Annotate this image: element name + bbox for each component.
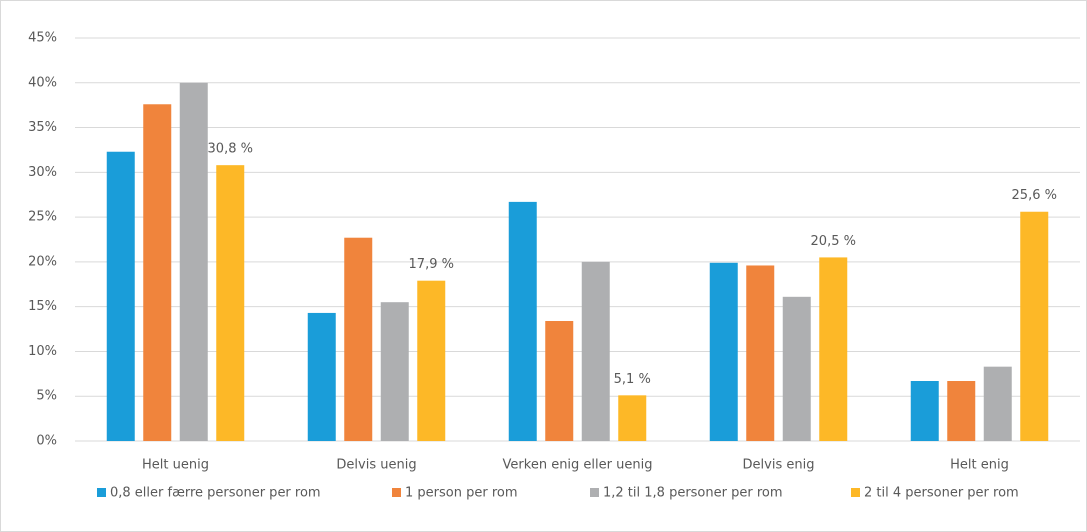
bar bbox=[216, 165, 245, 441]
bar bbox=[910, 380, 939, 441]
legend-label: 1,2 til 1,8 personer per rom bbox=[603, 486, 783, 501]
bar bbox=[1020, 211, 1049, 441]
x-tick-label: Delvis uenig bbox=[336, 458, 416, 473]
legend-swatch bbox=[590, 488, 599, 497]
bar bbox=[545, 320, 574, 441]
bar bbox=[380, 302, 409, 441]
bar bbox=[106, 151, 135, 442]
x-tick-label: Verken enig eller uenig bbox=[503, 458, 653, 473]
y-tick-label: 30% bbox=[28, 165, 57, 180]
data-label: 5,1 % bbox=[614, 372, 651, 387]
bar bbox=[782, 296, 811, 441]
y-tick-label: 25% bbox=[28, 210, 57, 225]
bar bbox=[581, 261, 610, 441]
bar bbox=[344, 237, 373, 441]
y-tick-label: 0% bbox=[36, 434, 57, 449]
bar bbox=[143, 104, 172, 441]
bar bbox=[307, 312, 336, 441]
x-tick-label: Helt uenig bbox=[142, 458, 209, 473]
data-label: 30,8 % bbox=[208, 142, 253, 157]
y-tick-label: 40% bbox=[28, 75, 57, 90]
bar bbox=[417, 280, 446, 441]
legend-swatch bbox=[851, 488, 860, 497]
y-tick-label: 10% bbox=[28, 344, 57, 359]
legend-label: 0,8 eller færre personer per rom bbox=[110, 486, 321, 501]
bar bbox=[819, 257, 848, 441]
y-tick-label: 15% bbox=[28, 299, 57, 314]
legend-label: 1 person per rom bbox=[405, 486, 518, 501]
bar bbox=[179, 82, 208, 442]
bar bbox=[983, 366, 1012, 441]
bar bbox=[508, 201, 537, 441]
bar bbox=[618, 395, 647, 441]
data-label: 25,6 % bbox=[1012, 188, 1057, 203]
x-tick-label: Delvis enig bbox=[743, 458, 815, 473]
y-tick-label: 5% bbox=[36, 389, 57, 404]
legend-label: 2 til 4 personer per rom bbox=[864, 486, 1019, 501]
data-label: 17,9 % bbox=[409, 257, 454, 272]
y-tick-label: 20% bbox=[28, 254, 57, 269]
data-label: 20,5 % bbox=[811, 234, 856, 249]
legend-swatch bbox=[392, 488, 401, 497]
bar bbox=[746, 265, 775, 441]
legend-swatch bbox=[97, 488, 106, 497]
bar bbox=[709, 262, 738, 441]
y-tick-label: 45% bbox=[28, 31, 57, 46]
bar bbox=[947, 380, 976, 441]
y-tick-label: 35% bbox=[28, 120, 57, 135]
x-tick-label: Helt enig bbox=[950, 458, 1009, 473]
